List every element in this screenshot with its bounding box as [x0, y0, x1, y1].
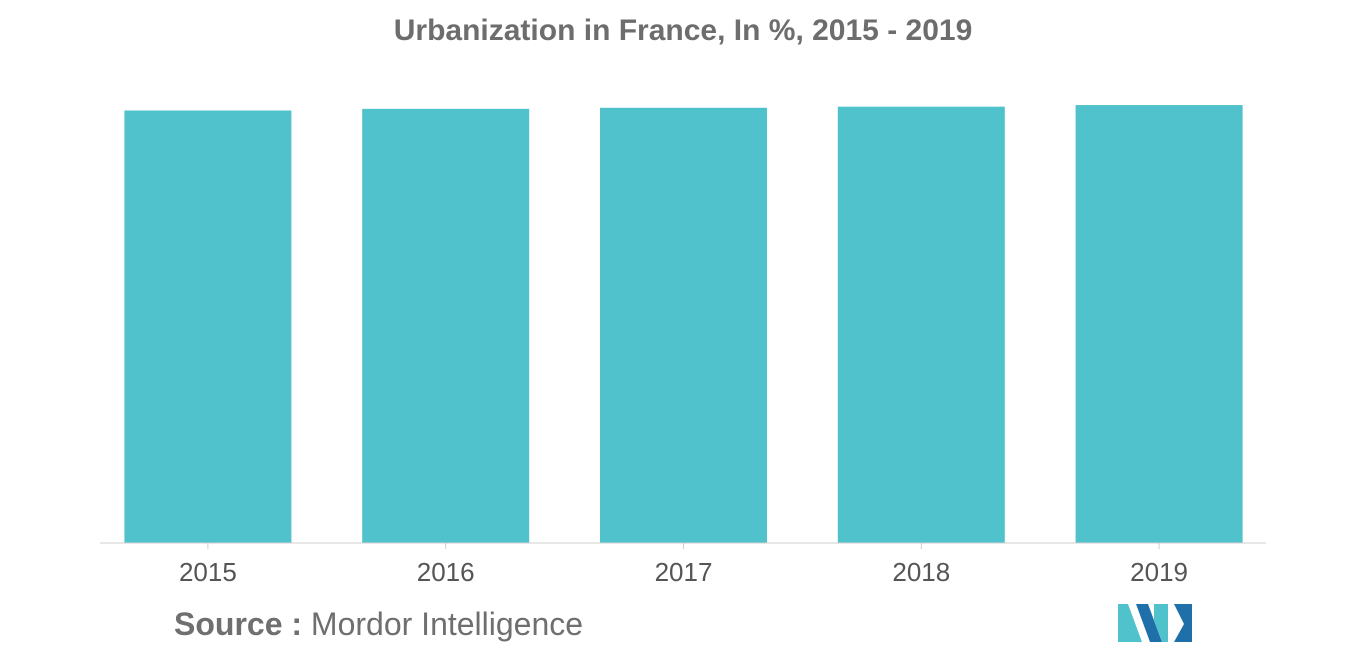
bars-group	[124, 105, 1243, 544]
logo-shape-right	[1174, 604, 1192, 642]
bar-chart: 2015 2016 2017 2018 2019	[100, 105, 1266, 587]
source-note: Source : Mordor Intelligence	[174, 606, 583, 643]
x-axis-tick-labels: 2015 2016 2017 2018 2019	[179, 557, 1188, 587]
x-axis-ticks	[207, 543, 1160, 549]
x-tick-label-2016: 2016	[417, 557, 475, 587]
logo-shape-left	[1118, 604, 1142, 642]
bar-2017	[600, 107, 767, 543]
source-prefix: Source :	[174, 606, 303, 642]
bar-2019	[1075, 105, 1243, 544]
mordor-intelligence-logo	[1118, 604, 1192, 642]
logo-shape-mid2	[1154, 604, 1168, 642]
x-tick-label-2019: 2019	[1130, 557, 1188, 587]
source-name: Mordor Intelligence	[310, 606, 584, 642]
x-tick-label-2015: 2015	[179, 557, 237, 587]
bar-2016	[362, 108, 530, 543]
chart-title: Urbanization in France, In %, 2015 - 201…	[393, 14, 973, 47]
bar-2015	[124, 110, 292, 544]
x-tick-label-2017: 2017	[655, 557, 713, 587]
logo-shape-mid	[1136, 604, 1162, 642]
bar-2018	[837, 106, 1005, 544]
x-tick-label-2018: 2018	[892, 557, 950, 587]
